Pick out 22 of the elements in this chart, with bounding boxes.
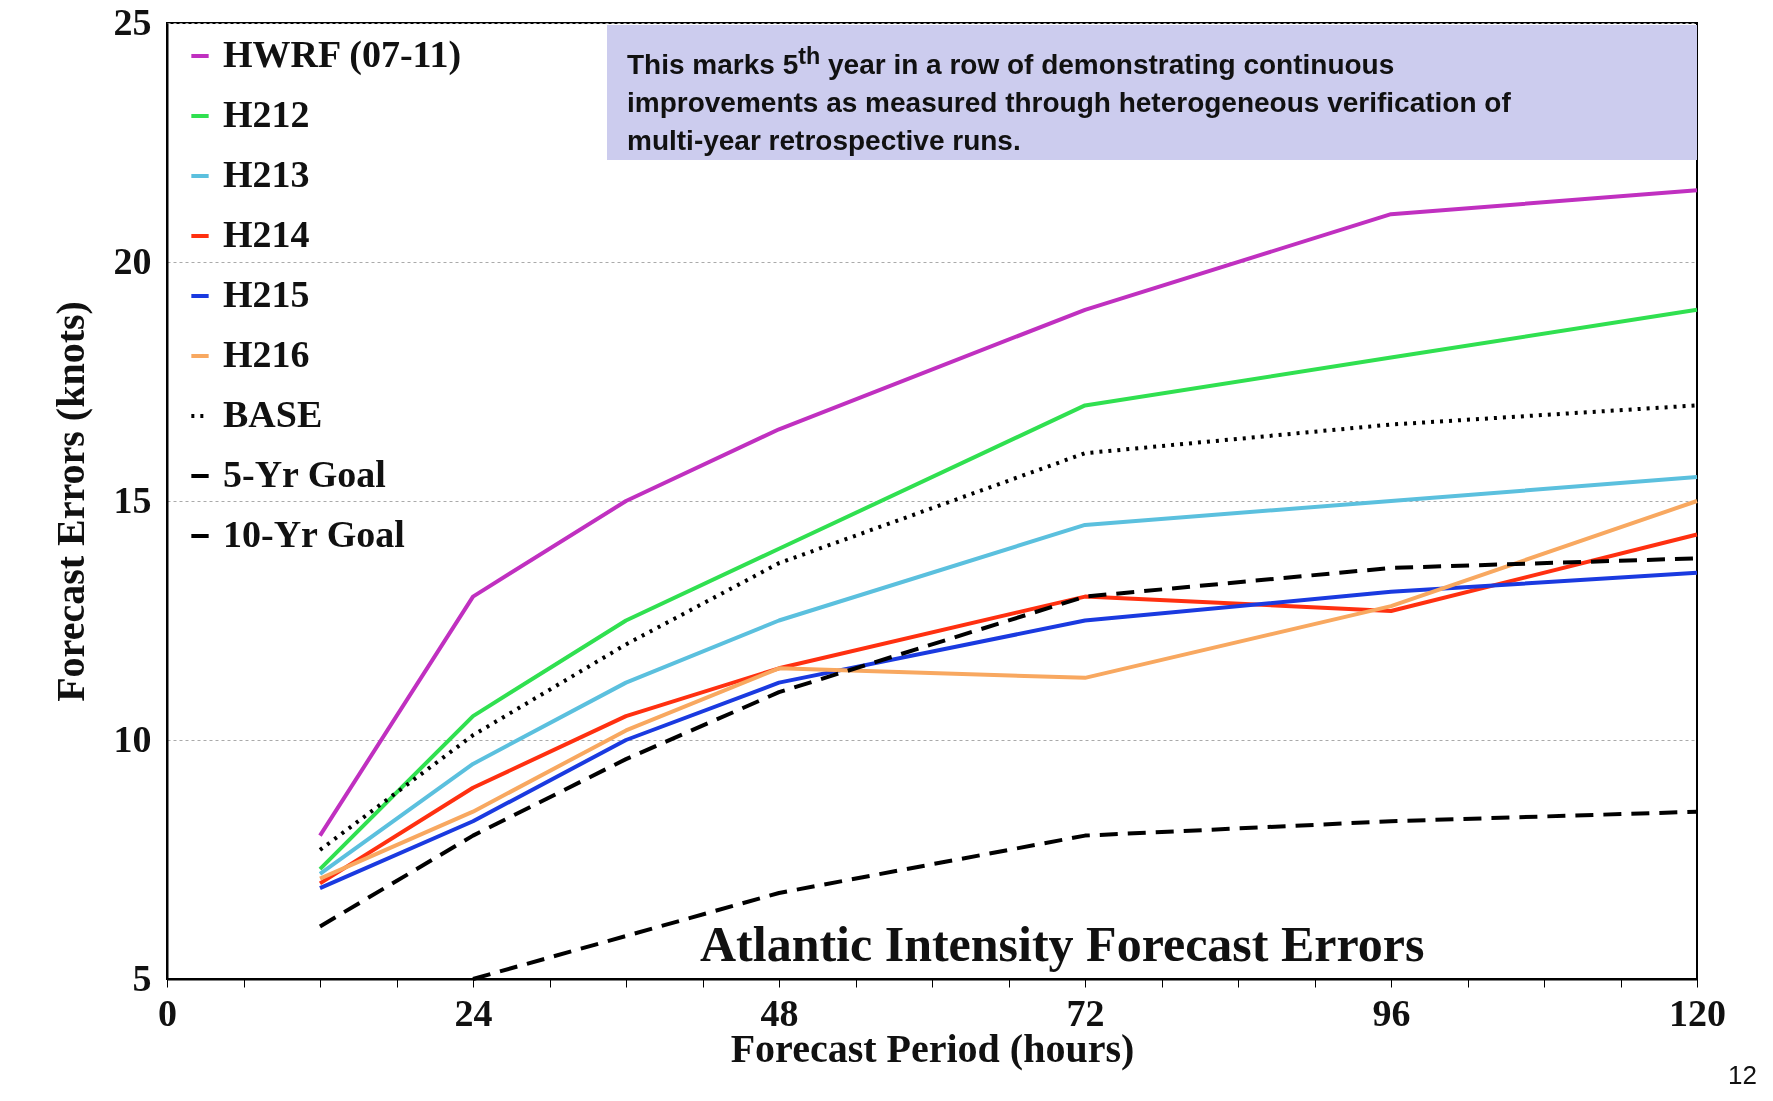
text: Atlantic Intensity Forecast Errors: [700, 915, 1425, 973]
text: 12: [1728, 1060, 1757, 1091]
x-tick-label: 24: [454, 991, 493, 1034]
legend-label: H215: [223, 273, 310, 315]
y-tick-label: 5: [132, 956, 152, 999]
x-tick-label: 0: [158, 991, 177, 1034]
annotation: This marks 5$^{th}$ year in a row of demonstrating continuous improvements as measured through heterogeneous verification of multi-year retrospective runs.: [626, 42, 1512, 159]
legend-label: 5-Yr Goal: [223, 453, 386, 495]
legend-label: H212: [223, 93, 310, 135]
y-axis-title: Forecast Errors (knots): [47, 301, 93, 702]
legend-label: HWRF (07-11): [223, 33, 462, 76]
legend-label: BASE: [223, 393, 323, 435]
x-tick-label: 96: [1372, 991, 1411, 1034]
y-tick-label: 25: [113, 0, 152, 43]
legend-label: 10-Yr Goal: [223, 513, 405, 555]
y-tick-label: 20: [113, 239, 152, 282]
x-tick-label: 120: [1669, 991, 1726, 1034]
y-tick-label: 10: [113, 717, 152, 760]
legend-label: H216: [223, 333, 310, 375]
legend-label: H213: [223, 153, 310, 195]
y-tick-label: 15: [113, 478, 152, 521]
legend-label: H214: [223, 213, 310, 255]
